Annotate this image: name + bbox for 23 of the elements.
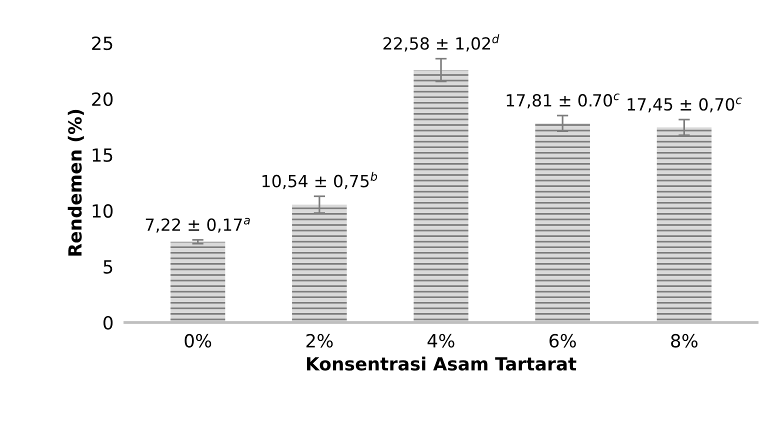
y-tick-label: 10 [92,204,113,218]
data-label: 10,54 ± 0,75$^{b}$ [262,172,378,190]
x-tick-label: 2% [306,334,333,348]
y-tick-label: 5 [104,260,112,274]
y-axis-title: Rendemen (%) [68,110,84,256]
y-tick-label: 15 [92,148,112,162]
x-axis-title: Konsentrasi Asam Tartarat [307,356,576,371]
bar [170,242,226,322]
bar [656,127,712,322]
bar [414,70,468,322]
x-tick-label: 8% [671,334,698,348]
x-tick-label: 0% [184,334,212,348]
y-tick-label: 0 [103,316,113,330]
data-label: 17,81 ± 0.70$^{c}$ [506,94,620,108]
y-tick-label: 20 [92,92,113,106]
data-label: 22,58 ± 1,02$^{d}$ [383,34,500,52]
y-tick-label: 25 [92,36,112,50]
x-tick-label: 6% [550,334,576,348]
x-tick-label: 4% [428,334,454,348]
bar [535,123,590,322]
bar [292,204,347,322]
data-label: 7,22 ± 0,17$^{a}$ [146,218,250,233]
data-label: 17,45 ± 0,70$^{c}$ [628,98,742,112]
